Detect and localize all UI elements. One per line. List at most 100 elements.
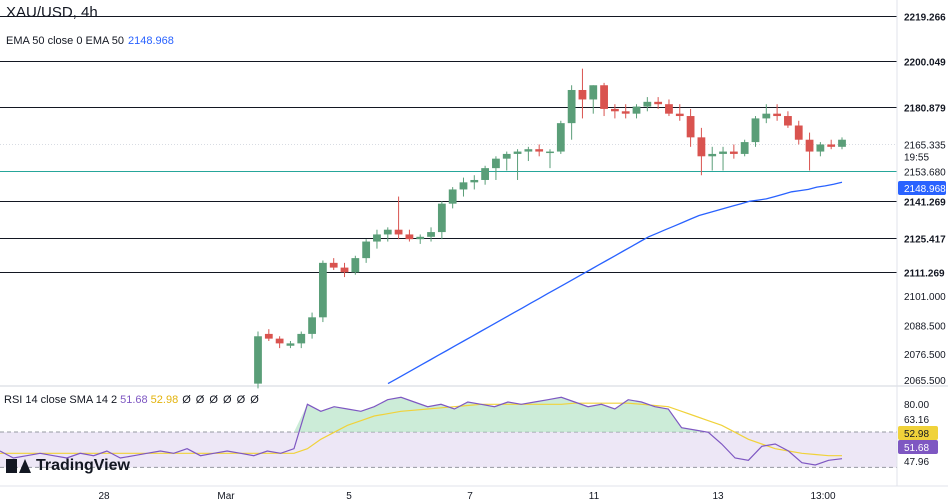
rsi-tick-label: 52.98 (904, 429, 929, 440)
price-level-label: 2180.879 (904, 104, 946, 115)
price-level-label: 2200.049 (904, 58, 946, 69)
candle-down (578, 89, 587, 100)
rsi-pane (0, 396, 897, 468)
tradingview-logo[interactable]: TradingView (6, 457, 130, 475)
candle-up (643, 101, 652, 107)
candle-up (448, 189, 457, 204)
candle-up (308, 317, 316, 334)
time-axis-label: 11 (589, 491, 600, 502)
ema-legend-label: EMA 50 close 0 EMA 50 (6, 35, 125, 47)
candle-up (362, 241, 371, 259)
price-level-label: 2141.269 (904, 198, 946, 209)
price-tick-label: 2101.000 (904, 292, 946, 303)
candle-up (762, 113, 771, 119)
rsi-legend-extra: Ø Ø Ø Ø Ø Ø (182, 394, 260, 406)
rsi-sma-legend-value: 52.98 (150, 394, 179, 406)
candle-down (610, 108, 619, 112)
candle-up (286, 343, 295, 346)
candle-up (567, 89, 576, 124)
rsi-sma-badge-bg (898, 426, 938, 440)
candle-up (254, 336, 262, 384)
price-level-label: 2219.266 (904, 13, 946, 24)
candle-up (546, 151, 554, 154)
candles (254, 68, 846, 389)
time-axis-label: 13 (712, 491, 724, 502)
ema-price-badge: 2148.968 (904, 184, 946, 195)
symbol-title[interactable]: XAU/USD, 4h (6, 4, 98, 21)
ema-legend[interactable]: EMA 50 close 0 EMA 50 2148.968 (6, 35, 174, 47)
rsi-legend-label: RSI 14 close SMA 14 2 (4, 394, 118, 406)
tradingview-logo-text: TradingView (36, 457, 130, 474)
candle-down (621, 111, 630, 114)
ema-layer (387, 181, 843, 385)
support-level-badge: 2153.680 (904, 168, 946, 179)
rsi-line (0, 396, 843, 466)
time-axis-label: Mar (217, 491, 235, 502)
rsi-legend[interactable]: RSI 14 close SMA 14 2 51.68 52.98 Ø Ø Ø Ø Ø… (4, 394, 260, 406)
candle-up (719, 151, 727, 154)
candle-down (329, 262, 338, 268)
price-tick-label: 2088.500 (904, 322, 946, 333)
rsi-tick-label: 47.96 (904, 457, 929, 468)
rsi-tick-label: 51.68 (904, 443, 929, 454)
candle-up (373, 234, 381, 242)
candle-down (264, 333, 273, 339)
candle-up (383, 229, 392, 235)
candle-up (492, 158, 500, 169)
support-level-badge-bg (898, 164, 946, 179)
candle-up (816, 144, 825, 152)
candle-up (470, 179, 479, 183)
candle-down (394, 229, 403, 235)
candle-up (524, 149, 533, 152)
candle-up (502, 153, 511, 159)
ema-legend-value: 2148.968 (128, 35, 174, 47)
candle-down (773, 113, 782, 117)
candle-down (654, 101, 663, 105)
time-axis-label: 5 (346, 491, 352, 502)
candle-up (556, 123, 565, 152)
candle-up (437, 203, 446, 233)
rsi-band (0, 431, 897, 468)
price-tick-label: 2076.500 (904, 350, 946, 361)
candle-down (600, 85, 608, 109)
candle-down (535, 149, 544, 152)
candle-up (318, 262, 327, 318)
candle-down (729, 151, 738, 154)
candle-down (827, 144, 836, 147)
rsi-legend-value: 51.68 (120, 394, 148, 406)
current-price-badge-bg (898, 137, 946, 164)
rsi-tick-label: 63.16 (904, 415, 929, 426)
candle-up (740, 142, 749, 154)
candle-down (340, 267, 349, 273)
candle-up (416, 236, 425, 240)
tradingview-logo-icon (6, 459, 32, 473)
candle-up (838, 139, 846, 147)
candle-down (665, 104, 673, 114)
candle-down (697, 137, 706, 157)
candle-up (589, 85, 598, 100)
current-price-badge-countdown: 19:55 (904, 153, 929, 164)
price-level-label: 2111.269 (904, 269, 945, 280)
current-price-badge: 2165.335 (904, 141, 946, 152)
candle-up (513, 151, 522, 154)
candle-up (297, 333, 306, 344)
candle-down (805, 139, 814, 152)
time-axis[interactable]: 28 Mar 5 7 11 13 13:00 (0, 485, 948, 502)
candle-up (351, 258, 360, 273)
rsi-tick-label: 80.00 (904, 400, 929, 411)
rsi-overbought-fill (0, 397, 842, 432)
candle-down (794, 125, 803, 140)
candle-up (427, 232, 435, 237)
price-axis[interactable]: 2219.266 2200.049 2180.879 2141.269 2125.417… (896, 0, 946, 486)
candle-down (784, 116, 792, 126)
price-level-label: 2125.417 (904, 235, 946, 246)
ema-50-line (387, 181, 843, 385)
ema-price-badge-bg (898, 181, 946, 195)
candle-down (686, 116, 695, 138)
candle-up (708, 153, 717, 157)
rsi-value-badge-bg (898, 440, 938, 454)
time-axis-label: 13:00 (810, 491, 835, 502)
candle-up (751, 118, 760, 143)
rsi-sma-line (0, 402, 842, 457)
